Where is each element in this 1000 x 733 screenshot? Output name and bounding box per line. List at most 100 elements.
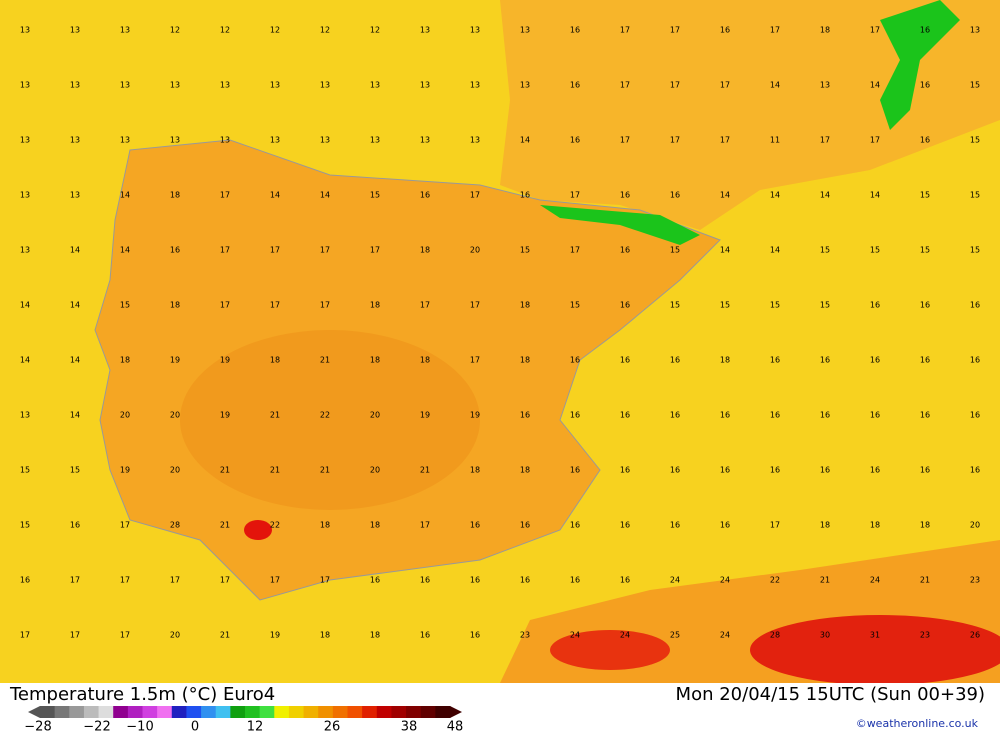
grid-value: 11 — [770, 136, 780, 145]
grid-value: 16 — [670, 411, 680, 420]
grid-value: 16 — [620, 466, 630, 475]
colorbar-swatch — [259, 706, 275, 718]
grid-value: 13 — [470, 81, 480, 90]
grid-value: 16 — [170, 246, 180, 255]
grid-value: 17 — [470, 301, 480, 310]
grid-value: 16 — [920, 26, 930, 35]
grid-value: 16 — [570, 521, 580, 530]
grid-value: 16 — [570, 466, 580, 475]
colorbar-label: 38 — [401, 720, 418, 733]
grid-value: 22 — [270, 521, 280, 530]
grid-value: 19 — [220, 356, 230, 365]
grid-value: 22 — [770, 576, 780, 585]
grid-value: 16 — [670, 466, 680, 475]
colorbar-swatch — [406, 706, 422, 718]
grid-value: 13 — [270, 136, 280, 145]
grid-value: 13 — [120, 136, 130, 145]
grid-value: 13 — [420, 26, 430, 35]
colorbar-label: −22 — [83, 720, 110, 733]
grid-value: 16 — [570, 26, 580, 35]
grid-value: 16 — [20, 576, 30, 585]
grid-value: 13 — [20, 136, 30, 145]
colorbar-swatch — [98, 706, 114, 718]
grid-value: 17 — [670, 81, 680, 90]
grid-value: 15 — [920, 246, 930, 255]
grid-value: 18 — [720, 356, 730, 365]
grid-value: 17 — [470, 191, 480, 200]
grid-value: 26 — [970, 631, 980, 640]
france — [500, 0, 1000, 230]
colorbar-swatch — [274, 706, 290, 718]
grid-value: 21 — [320, 356, 330, 365]
grid-value: 18 — [520, 301, 530, 310]
grid-value: 17 — [320, 246, 330, 255]
grid-value: 16 — [520, 521, 530, 530]
grid-value: 21 — [320, 466, 330, 475]
grid-value: 17 — [120, 521, 130, 530]
grid-value: 15 — [670, 246, 680, 255]
colorbar-label: −10 — [126, 720, 153, 733]
grid-value: 24 — [720, 631, 730, 640]
grid-value: 12 — [320, 26, 330, 35]
grid-value: 21 — [270, 466, 280, 475]
grid-value: 16 — [570, 576, 580, 585]
credit: ©weatheronline.co.uk — [856, 717, 979, 730]
grid-value: 13 — [320, 136, 330, 145]
colorbar-swatch — [245, 706, 261, 718]
colorbar-label: 12 — [247, 720, 264, 733]
grid-value: 16 — [570, 136, 580, 145]
grid-value: 14 — [770, 81, 780, 90]
colorbar-swatch — [40, 706, 56, 718]
grid-value: 14 — [720, 246, 730, 255]
grid-value: 23 — [970, 576, 980, 585]
grid-value: 16 — [870, 301, 880, 310]
grid-value: 14 — [870, 191, 880, 200]
grid-value: 13 — [20, 411, 30, 420]
grid-value: 23 — [920, 631, 930, 640]
grid-value: 16 — [970, 301, 980, 310]
colorbar-swatch — [303, 706, 319, 718]
grid-value: 16 — [920, 81, 930, 90]
grid-value: 18 — [120, 356, 130, 365]
grid-value: 19 — [120, 466, 130, 475]
grid-value: 13 — [70, 136, 80, 145]
grid-value: 18 — [820, 521, 830, 530]
colorbar-end — [28, 706, 40, 718]
grid-value: 17 — [20, 631, 30, 640]
grid-value: 16 — [620, 191, 630, 200]
grid-value: 15 — [970, 191, 980, 200]
grid-value: 14 — [270, 191, 280, 200]
grid-value: 31 — [870, 631, 880, 640]
grid-value: 17 — [120, 576, 130, 585]
grid-value: 16 — [720, 521, 730, 530]
grid-value: 16 — [620, 521, 630, 530]
grid-value: 16 — [870, 356, 880, 365]
grid-value: 14 — [320, 191, 330, 200]
grid-value: 13 — [20, 246, 30, 255]
colorbar-swatch — [318, 706, 334, 718]
grid-value: 30 — [820, 631, 830, 640]
grid-value: 17 — [320, 576, 330, 585]
grid-value: 17 — [870, 136, 880, 145]
colorbar-swatch — [435, 706, 451, 718]
grid-value: 18 — [370, 356, 380, 365]
grid-value: 18 — [420, 356, 430, 365]
grid-value: 17 — [420, 301, 430, 310]
colorbar-swatch — [142, 706, 158, 718]
grid-value: 25 — [670, 631, 680, 640]
grid-value: 19 — [470, 411, 480, 420]
grid-value: 13 — [70, 191, 80, 200]
grid-value: 17 — [870, 26, 880, 35]
grid-value: 14 — [70, 246, 80, 255]
grid-value: 18 — [520, 356, 530, 365]
grid-value: 18 — [370, 521, 380, 530]
grid-value: 17 — [170, 576, 180, 585]
grid-value: 14 — [120, 246, 130, 255]
grid-value: 17 — [720, 136, 730, 145]
cold-area — [880, 0, 960, 130]
grid-value: 21 — [820, 576, 830, 585]
grid-value: 13 — [270, 81, 280, 90]
grid-value: 16 — [870, 411, 880, 420]
